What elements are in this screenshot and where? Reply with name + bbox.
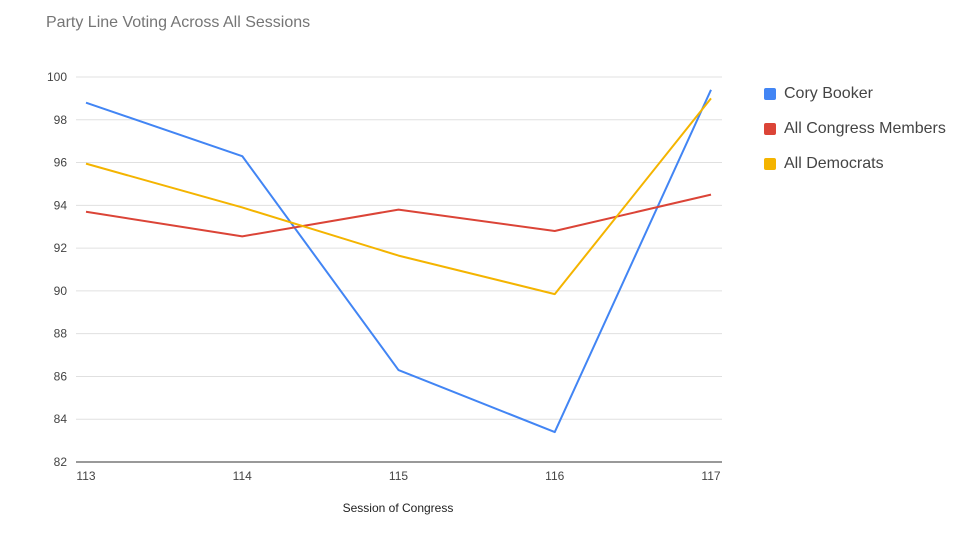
x-tick-label: 116 (545, 469, 564, 483)
legend-item[interactable]: All Congress Members (764, 111, 946, 146)
y-tick-label: 92 (54, 241, 68, 255)
legend-swatch (764, 157, 776, 170)
legend-swatch (764, 122, 776, 135)
gridlines (76, 76, 722, 463)
y-axis: 82 84 86 88 90 92 94 96 98 100 (47, 70, 67, 469)
x-axis: 113 114 115 116 117 (76, 469, 720, 483)
x-tick-label: 115 (389, 469, 408, 483)
chart-title: Party Line Voting Across All Sessions (46, 14, 311, 31)
series-line-all-democrats (85, 97, 712, 296)
legend-item[interactable]: Cory Booker (764, 76, 946, 111)
y-tick-label: 90 (54, 284, 68, 298)
y-tick-label: 96 (54, 156, 68, 170)
y-tick-label: 100 (47, 70, 67, 84)
legend-swatch (764, 87, 776, 100)
x-axis-label: Session of Congress (343, 501, 454, 515)
x-tick-label: 117 (701, 469, 720, 483)
y-tick-label: 84 (54, 412, 68, 426)
x-tick-label: 114 (233, 469, 252, 483)
x-tick-label: 113 (76, 469, 95, 483)
legend: Cory Booker All Congress Members All Democ… (764, 76, 946, 181)
legend-item[interactable]: All Democrats (764, 146, 946, 181)
series-line-cory-booker (85, 89, 712, 434)
y-tick-label: 86 (54, 369, 68, 383)
legend-label: All Democrats (784, 154, 884, 172)
series-line-all-congress-members (85, 193, 712, 238)
series-lines (85, 89, 712, 434)
y-tick-label: 94 (54, 198, 68, 212)
y-tick-label: 82 (54, 455, 68, 469)
y-tick-label: 98 (54, 113, 68, 127)
y-tick-label: 88 (54, 327, 68, 341)
legend-label: Cory Booker (784, 84, 873, 102)
legend-label: All Congress Members (784, 119, 946, 137)
